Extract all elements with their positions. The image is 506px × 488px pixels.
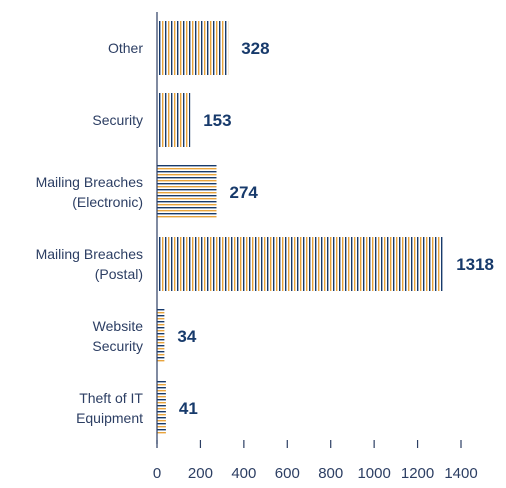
x-tick-label-600: 600	[275, 465, 300, 482]
category-label-1: Security	[92, 112, 143, 128]
category-label-line: (Postal)	[95, 266, 143, 282]
category-label-0: Other	[108, 40, 143, 56]
category-label-line: Other	[108, 40, 143, 56]
category-label-5: Theft of IT Equipment	[76, 390, 143, 426]
bar-4	[157, 309, 165, 363]
x-axis: 0 200 400 600 800 1000 1200 1400	[153, 12, 478, 482]
x-tick-label-1400: 1400	[444, 465, 477, 482]
x-tick-label-0: 0	[153, 465, 161, 482]
category-label-line: Security	[92, 338, 143, 354]
value-label-5: 41	[179, 399, 198, 418]
category-label-line: Theft of IT	[79, 390, 143, 406]
category-label-line: Mailing Breaches	[36, 246, 143, 262]
value-label-2: 274	[229, 183, 258, 202]
category-label-3: Mailing Breaches (Postal)	[36, 246, 143, 282]
category-label-line: Equipment	[76, 410, 143, 426]
value-label-1: 153	[203, 111, 231, 130]
value-label-3: 1318	[456, 255, 494, 274]
category-label-line: Website	[93, 318, 144, 334]
x-tick-label-400: 400	[231, 465, 256, 482]
x-tick-label-800: 800	[318, 465, 343, 482]
bar-2	[157, 165, 217, 219]
category-label-line: Mailing Breaches	[36, 174, 143, 190]
x-tick-label-1000: 1000	[357, 465, 390, 482]
value-label-0: 328	[241, 39, 269, 58]
bar-0	[157, 21, 229, 75]
category-label-line: Security	[92, 112, 143, 128]
x-tick-label-1200: 1200	[401, 465, 434, 482]
bar-1	[157, 93, 191, 147]
bars-layer	[157, 21, 444, 435]
x-tick-label-200: 200	[188, 465, 213, 482]
category-label-2: Mailing Breaches (Electronic)	[36, 174, 143, 210]
category-label-4: Website Security	[92, 318, 143, 354]
bar-3	[157, 237, 444, 291]
bar-5	[157, 381, 166, 435]
value-label-4: 34	[177, 327, 196, 346]
category-label-line: (Electronic)	[72, 194, 143, 210]
labels-layer: Other 328 Security 153 Mailing Breaches (Elec…	[36, 39, 494, 426]
